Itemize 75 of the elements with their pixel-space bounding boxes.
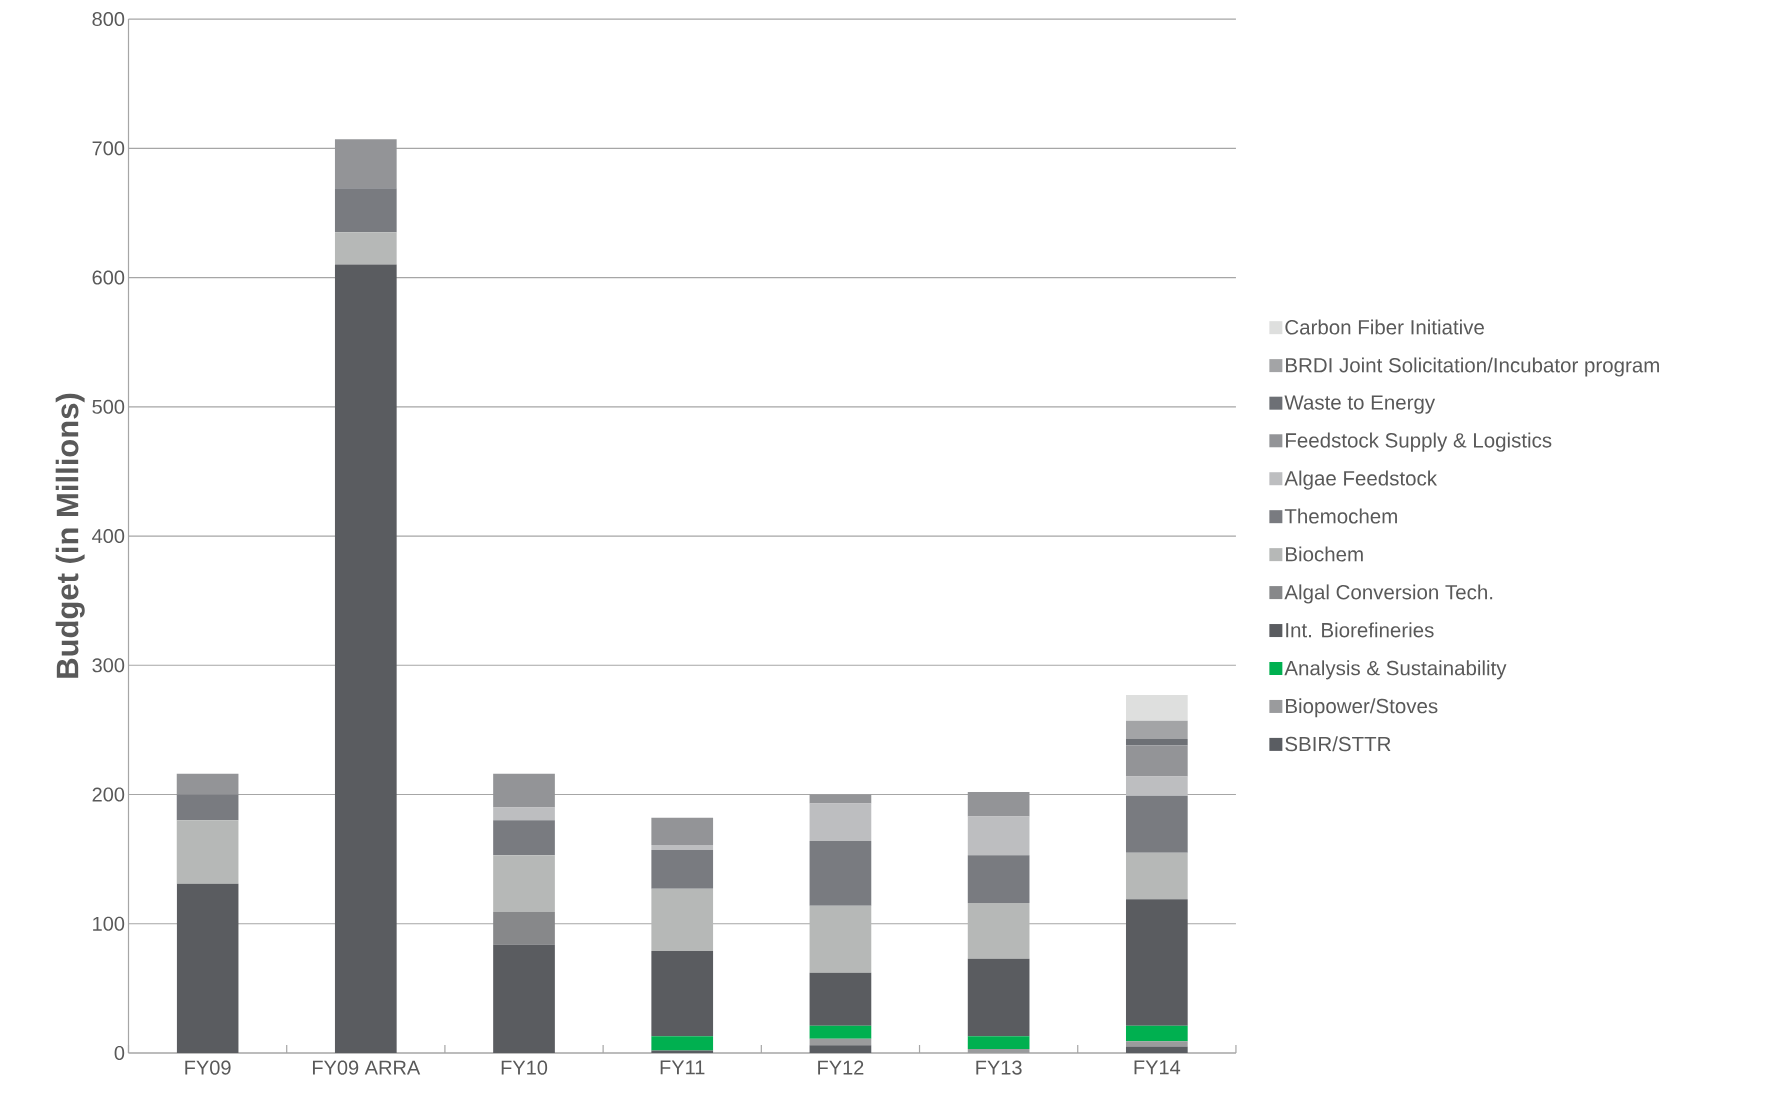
legend-label: Biopower/Stoves [1286,698,1438,718]
x-tick-label: FY09 ARRA [312,1060,421,1075]
x-tick-label: FY14 [1134,1060,1181,1075]
bar [176,820,239,884]
bar [651,1050,714,1053]
legend-label: Waste to Energy [1284,395,1436,414]
bar [1125,695,1188,721]
bar [809,905,872,973]
y-tick-label: 400 [92,528,125,544]
bar [651,888,714,951]
bar [809,1025,872,1039]
bar [967,958,1030,1037]
bar [809,794,872,804]
legend-label: Int. Biorefineries [1286,622,1434,638]
bar [1125,795,1188,853]
bar [334,188,397,233]
bar [1125,745,1188,777]
y-tick-label: 700 [92,141,125,156]
bar [967,903,1030,959]
bar [651,844,714,851]
bar [493,912,555,945]
bar [967,1036,1030,1050]
bar [1125,852,1188,900]
bar [651,850,714,889]
y-tick-label: 100 [93,916,125,931]
x-tick-label: FY09 [185,1060,231,1075]
bar [176,773,239,795]
bar [1125,776,1188,796]
bar [967,791,1030,817]
bar [809,972,872,1026]
y-axis-title: Budget (in Millions) [55,393,85,678]
x-tick-label: FY10 [501,1060,548,1075]
x-tick-label: FY13 [976,1060,1022,1075]
bar [967,855,1030,904]
bar [493,944,555,1053]
bar [334,232,397,265]
bar [809,803,872,842]
bar [176,883,239,1053]
bar [809,1045,872,1053]
bar [493,807,555,821]
legend-label: Feedstock Supply & Logistics [1286,432,1552,452]
legend-label: SBIR/STTR [1285,736,1391,752]
bar [809,841,872,906]
bar [651,1036,714,1051]
legend-label: Themochem [1284,508,1397,524]
bar [334,264,397,1053]
legend-label: Carbon Fiber Initiative [1285,319,1484,335]
y-tick-label: 600 [92,270,125,285]
y-tick-label: 500 [92,399,125,414]
bar [493,773,555,808]
legend-label: Biochem [1286,546,1363,562]
bar [1125,720,1188,739]
y-tick-label: 0 [114,1045,125,1061]
y-tick-label: 300 [92,658,125,673]
y-tick-label: 200 [92,787,125,802]
bar [1125,1025,1188,1042]
legend-label: Algae Feedstock [1284,470,1438,490]
x-tick-label: FY12 [818,1060,864,1075]
bar [1125,1046,1188,1053]
bar [809,1038,872,1046]
bar [651,817,714,845]
bar [493,855,555,913]
legend-label: Algal Conversion Tech. [1284,584,1493,604]
bar [1125,1041,1188,1047]
bar [493,820,555,856]
bar [1125,738,1188,746]
legend-label: Analysis & Sustainability [1284,660,1507,680]
bar [967,816,1030,856]
y-tick-label: 800 [92,11,125,27]
bar [176,794,239,821]
x-tick-label: FY11 [660,1060,705,1075]
bar [1125,899,1188,1026]
bar [334,139,397,189]
legend-label: BRDI Joint Solicitation/Incubator program [1286,357,1659,377]
bar [651,950,714,1037]
